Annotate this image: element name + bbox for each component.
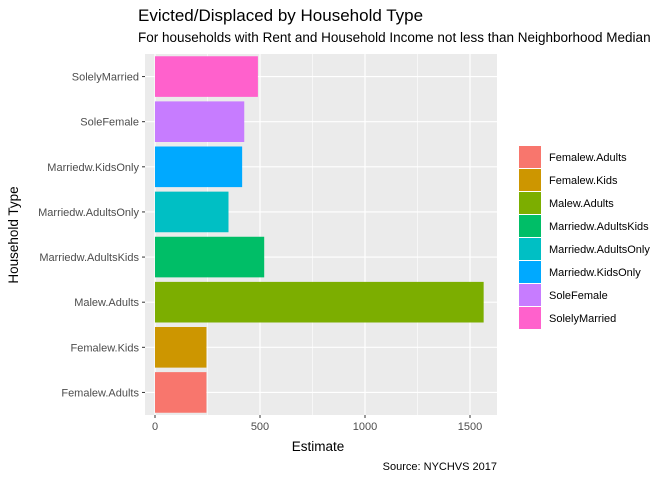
bars [155, 56, 484, 413]
y-axis-title: Household Type [6, 186, 21, 283]
y-tick-label: Femalew.Kids [71, 342, 140, 354]
legend-label: Marriedw.AdultsOnly [549, 244, 650, 256]
chart-title: Evicted/Displaced by Household Type [138, 6, 423, 25]
x-axis-title: Estimate [292, 439, 345, 454]
legend-label: Femalew.Kids [549, 175, 618, 187]
x-tick-label: 1000 [353, 421, 377, 433]
legend-label: SolelyMarried [549, 313, 616, 325]
y-tick-label: Marriedw.KidsOnly [47, 162, 139, 174]
x-tick-labels: 0 500 1000 1500 [152, 415, 482, 433]
legend-label: SoleFemale [549, 290, 608, 302]
legend-swatch [519, 169, 541, 191]
y-tick-label: Marriedw.AdultsKids [39, 252, 139, 264]
y-tick-label: Femalew.Adults [61, 387, 139, 399]
bar [155, 56, 258, 97]
x-tick-label: 1500 [458, 421, 482, 433]
legend-swatch [519, 192, 541, 214]
bar [155, 146, 243, 188]
bar [155, 327, 207, 368]
y-tick-labels: Femalew.Adults Femalew.Kids Malew.Adults Ma… [38, 72, 145, 399]
legend-swatch [519, 284, 541, 306]
legend-label: Marriedw.AdultsKids [549, 221, 649, 233]
bar [155, 372, 207, 413]
bar [155, 101, 245, 142]
legend-swatch [519, 215, 541, 237]
bar [155, 191, 229, 233]
y-tick-label: Marriedw.AdultsOnly [38, 207, 139, 219]
chart-subtitle: For households with Rent and Household I… [138, 30, 651, 45]
legend: Femalew.Adults Femalew.Kids Malew.Adults Ma… [519, 146, 650, 329]
legend-label: Marriedw.KidsOnly [549, 267, 641, 279]
legend-label: Femalew.Adults [549, 152, 627, 164]
legend-swatch [519, 146, 541, 168]
bar [155, 236, 265, 278]
legend-swatch [519, 261, 541, 283]
legend-label: Malew.Adults [549, 198, 614, 210]
legend-swatch [519, 238, 541, 260]
caption: Source: NYCHVS 2017 [383, 461, 497, 473]
y-tick-label: SolelyMarried [72, 72, 139, 84]
legend-swatch [519, 307, 541, 329]
bar [155, 281, 484, 323]
x-tick-label: 500 [251, 421, 269, 433]
x-tick-label: 0 [152, 421, 158, 433]
y-tick-label: Malew.Adults [74, 297, 139, 309]
y-tick-label: SoleFemale [80, 117, 139, 129]
